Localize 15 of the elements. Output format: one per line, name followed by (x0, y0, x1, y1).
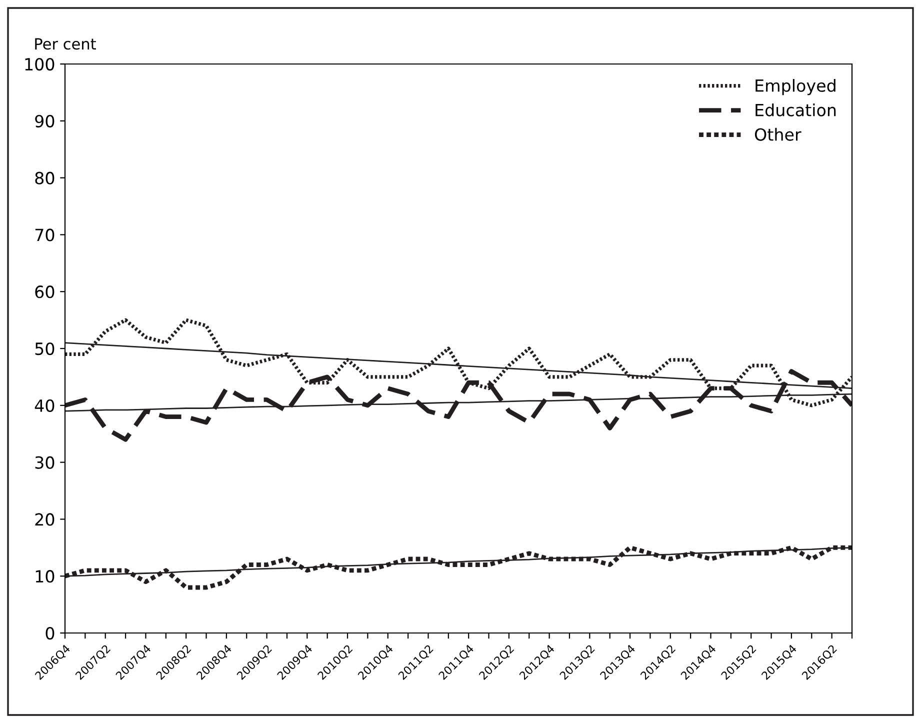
legend-label: Employed (756, 79, 836, 96)
legend-label: Education (756, 103, 836, 116)
y-tick-label: 70 (35, 228, 54, 242)
y-axis-title: Per cent (35, 38, 96, 50)
y-tick-label: 20 (35, 513, 54, 526)
y-tick-label: 10 (36, 570, 54, 583)
y-tick-label: 30 (35, 456, 54, 469)
y-tick-label: 100 (25, 58, 54, 71)
y-tick-label: 50 (35, 342, 54, 356)
y-tick-label: 60 (35, 286, 54, 298)
y-tick-label: 40 (34, 399, 54, 412)
y-tick-label: 80 (35, 172, 54, 184)
legend-label: Other (754, 128, 802, 141)
y-tick-label: 0 (46, 626, 54, 640)
y-tick-label: 90 (35, 114, 54, 128)
